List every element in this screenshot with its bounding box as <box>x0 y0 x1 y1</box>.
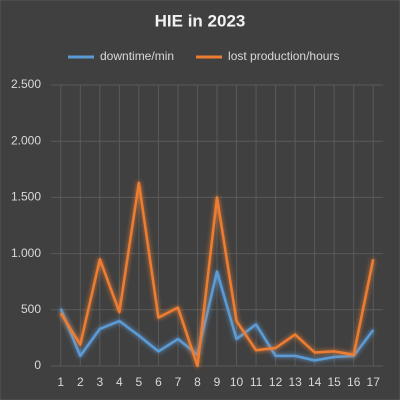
legend-label: lost production/hours <box>228 49 339 63</box>
x-tick-label: 14 <box>308 375 322 389</box>
x-tick-label: 8 <box>194 375 201 389</box>
chart-title: HIE in 2023 <box>155 11 246 30</box>
x-tick-label: 10 <box>230 375 244 389</box>
x-tick-label: 13 <box>288 375 302 389</box>
x-tick-label: 2 <box>77 375 84 389</box>
x-tick-label: 15 <box>327 375 341 389</box>
y-tick-label: 1.000 <box>11 246 41 260</box>
x-tick-label: 1 <box>57 375 64 389</box>
x-tick-label: 3 <box>96 375 103 389</box>
y-tick-label: 500 <box>21 302 41 316</box>
y-tick-label: 0 <box>34 358 41 372</box>
y-tick-label: 1.500 <box>11 190 41 204</box>
x-tick-label: 11 <box>250 375 263 389</box>
x-tick-label: 7 <box>175 375 182 389</box>
x-tick-label: 6 <box>155 375 162 389</box>
x-tick-label: 12 <box>269 375 283 389</box>
x-tick-label: 5 <box>136 375 143 389</box>
x-tick-label: 4 <box>116 375 123 389</box>
x-tick-label: 9 <box>214 375 221 389</box>
y-tick-label: 2.500 <box>11 77 41 91</box>
legend-label: downtime/min <box>100 49 174 63</box>
x-tick-label: 16 <box>347 375 361 389</box>
y-tick-label: 2.000 <box>11 133 41 147</box>
x-tick-label: 17 <box>367 375 381 389</box>
series-line <box>59 181 375 368</box>
series-line <box>59 270 375 362</box>
